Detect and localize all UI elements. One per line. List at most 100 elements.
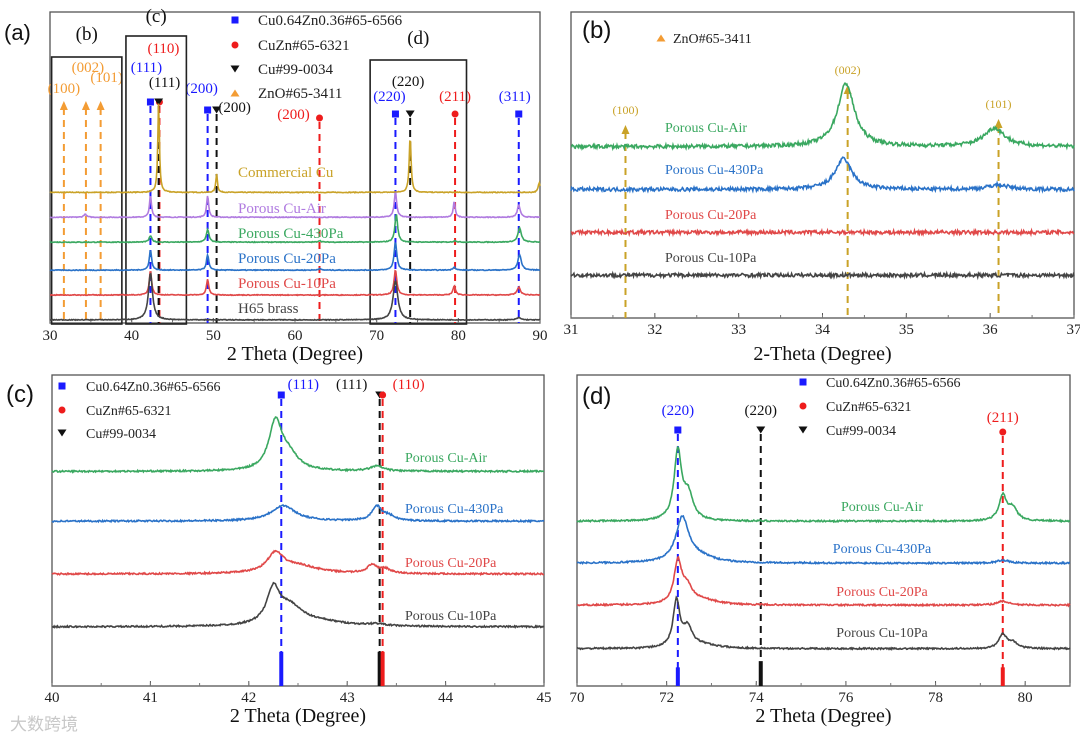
reference-label: (002) bbox=[835, 63, 861, 77]
series-line bbox=[570, 227, 1075, 238]
arrow-up-icon bbox=[59, 101, 68, 110]
triangle-up-marker bbox=[230, 89, 240, 97]
legend-label: Cu0.64Zn0.36#65-6566 bbox=[826, 376, 961, 391]
series-line bbox=[49, 272, 541, 322]
zoom-region-label: (b) bbox=[76, 24, 98, 45]
arrow-up-icon bbox=[621, 125, 630, 134]
x-tick-label: 31 bbox=[564, 322, 579, 338]
reference-label: (200) bbox=[277, 107, 310, 123]
series-label: Porous Cu-Air bbox=[238, 201, 326, 217]
series-label: Porous Cu-20Pa bbox=[836, 585, 928, 600]
series-label: Porous Cu-430Pa bbox=[833, 542, 932, 557]
legend-label: Cu#99-0034 bbox=[826, 424, 896, 439]
zoom-region-box bbox=[125, 35, 188, 325]
reference-label: (101) bbox=[90, 70, 123, 86]
series-line bbox=[570, 156, 1075, 194]
x-tick-label: 40 bbox=[124, 328, 139, 344]
square-marker bbox=[231, 16, 239, 24]
legend-label: Cu#99-0034 bbox=[258, 62, 334, 78]
panel-d: 70 72 74 76 78 80 2 Theta (Degree) (d) (220) (220… bbox=[570, 374, 1071, 727]
square-marker bbox=[799, 378, 807, 386]
square-marker bbox=[674, 426, 682, 434]
x-tick-label: 45 bbox=[537, 690, 552, 706]
series-line bbox=[49, 241, 541, 272]
reference-label: (111) bbox=[288, 377, 319, 393]
x-tick-label: 50 bbox=[206, 328, 221, 344]
legend-label: Cu0.64Zn0.36#65-6566 bbox=[258, 13, 403, 29]
square-marker bbox=[391, 110, 399, 118]
circle-marker bbox=[799, 402, 807, 410]
series-line bbox=[51, 416, 545, 474]
circle-marker bbox=[999, 428, 1007, 436]
x-axis-label: 2-Theta (Degree) bbox=[753, 343, 891, 365]
x-tick-label: 42 bbox=[241, 690, 256, 706]
circle-marker bbox=[316, 114, 323, 122]
series-label: H65 brass bbox=[238, 301, 299, 317]
triangle-down-marker bbox=[405, 110, 415, 118]
series-line bbox=[49, 214, 541, 244]
plot-frame bbox=[51, 374, 545, 687]
reference-label: (220) bbox=[662, 403, 695, 419]
panel-c: 40 41 42 43 44 45 2 Theta (Degree) (c) (111) (111… bbox=[6, 374, 552, 727]
series-label: Commercial Cu bbox=[238, 165, 334, 181]
triangle-down-marker bbox=[798, 426, 808, 434]
panel-b: 31 32 33 34 35 36 37 2-Theta (Degree) (b) (100) (0… bbox=[564, 11, 1080, 365]
reference-label: (200) bbox=[218, 100, 251, 116]
legend-label: Cu#99-0034 bbox=[86, 427, 156, 442]
x-tick-label: 70 bbox=[570, 690, 585, 706]
panel-label: (d) bbox=[582, 383, 611, 410]
series-label: Porous Cu-Air bbox=[665, 121, 747, 136]
arrow-up-icon bbox=[994, 119, 1003, 128]
series-label: Porous Cu-Air bbox=[405, 451, 487, 466]
legend-label: Cu0.64Zn0.36#65-6566 bbox=[86, 380, 221, 395]
series-line bbox=[49, 269, 541, 297]
x-tick-label: 44 bbox=[438, 690, 454, 706]
series-label: Porous Cu-10Pa bbox=[836, 626, 928, 641]
triangle-down-marker bbox=[212, 106, 222, 114]
x-tick-label: 78 bbox=[928, 690, 943, 706]
panel-a: 30 40 50 60 70 80 90 2 Theta (Degree) (a) (100) (0… bbox=[4, 6, 548, 365]
x-tick-label: 40 bbox=[45, 690, 60, 706]
zoom-region-box bbox=[50, 56, 123, 325]
circle-marker bbox=[379, 391, 387, 399]
x-tick-label: 76 bbox=[838, 690, 854, 706]
circle-marker bbox=[231, 41, 239, 49]
series-line bbox=[570, 82, 1075, 152]
reference-label: (220) bbox=[745, 403, 778, 419]
legend-label: CuZn#65-6321 bbox=[86, 404, 172, 419]
series-label: Porous Cu-430Pa bbox=[238, 226, 344, 242]
x-axis-label: 2 Theta (Degree) bbox=[755, 705, 891, 727]
reference-label: (111) bbox=[131, 60, 162, 76]
square-marker bbox=[277, 391, 285, 399]
x-tick-label: 80 bbox=[1018, 690, 1033, 706]
reference-label: (002) bbox=[72, 60, 105, 76]
plot-frame bbox=[576, 374, 1071, 687]
x-tick-label: 60 bbox=[288, 328, 303, 344]
x-axis-label: 2 Theta (Degree) bbox=[230, 705, 366, 727]
circle-marker bbox=[58, 406, 66, 414]
series-label: Porous Cu-430Pa bbox=[665, 163, 764, 178]
reference-label: (110) bbox=[147, 41, 179, 57]
reference-label: (100) bbox=[612, 103, 638, 117]
series-line bbox=[51, 581, 545, 630]
x-tick-label: 34 bbox=[815, 322, 831, 338]
x-tick-label: 30 bbox=[43, 328, 58, 344]
reference-label: (211) bbox=[987, 410, 1019, 426]
series-line bbox=[49, 191, 541, 219]
series-line bbox=[49, 103, 541, 194]
x-tick-label: 90 bbox=[533, 328, 548, 344]
series-label: Porous Cu-10Pa bbox=[405, 609, 497, 624]
triangle-down-marker bbox=[154, 98, 164, 106]
reference-label: (111) bbox=[149, 75, 180, 91]
series-line bbox=[576, 555, 1071, 608]
square-marker bbox=[204, 106, 212, 114]
reference-label: (200) bbox=[185, 81, 218, 97]
x-axis-label: 2 Theta (Degree) bbox=[227, 343, 363, 365]
series-line bbox=[570, 270, 1075, 281]
legend-label: CuZn#65-6321 bbox=[258, 38, 350, 54]
square-marker bbox=[146, 98, 154, 106]
panel-label: (a) bbox=[4, 20, 31, 45]
triangle-up-marker bbox=[656, 34, 666, 42]
reference-label: (211) bbox=[439, 89, 471, 105]
reference-label: (220) bbox=[373, 89, 406, 105]
